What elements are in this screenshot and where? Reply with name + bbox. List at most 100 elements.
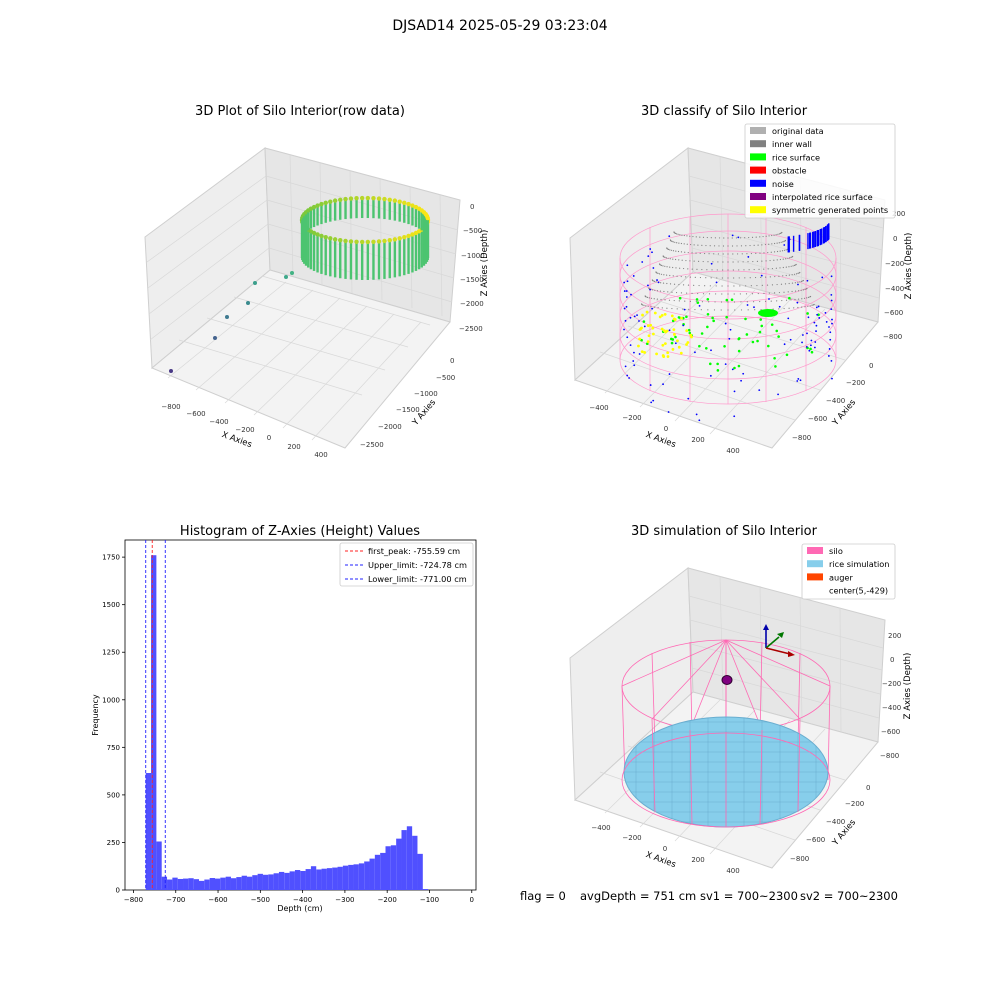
inner-wall-point xyxy=(768,243,770,245)
inner-wall-point xyxy=(741,253,743,255)
noise-point xyxy=(813,321,816,324)
inner-wall-point xyxy=(675,267,677,269)
histogram-bar xyxy=(268,874,274,890)
rice-surface-point xyxy=(671,338,675,341)
inner-wall-point xyxy=(791,274,793,276)
noise-point xyxy=(829,331,832,334)
symmetric-point xyxy=(662,355,666,358)
inner-wall-point xyxy=(778,275,780,277)
z-tick-label: −1500 xyxy=(460,276,484,284)
symmetric-point xyxy=(637,344,640,348)
y-tick-label: −400 xyxy=(826,397,845,405)
noise-point xyxy=(806,279,809,282)
inner-wall-point xyxy=(767,251,769,254)
simulation-y-tick-labels: 0 −200 −400 −600 −800 xyxy=(790,784,870,863)
noise-point xyxy=(647,255,650,258)
histogram-bar xyxy=(252,875,258,890)
inner-wall-point xyxy=(804,288,806,291)
inner-wall-point xyxy=(705,277,707,279)
histogram-bar xyxy=(246,876,253,890)
noise-point xyxy=(829,338,832,341)
inner-wall-point xyxy=(721,277,723,279)
inner-wall-point xyxy=(660,282,662,284)
inner-wall-point xyxy=(795,263,797,266)
inner-wall-point xyxy=(771,267,774,270)
raw-ring-point xyxy=(328,236,333,241)
inner-wall-point xyxy=(667,248,670,251)
inner-wall-point xyxy=(701,301,704,303)
classify-points xyxy=(623,223,833,422)
inner-wall-point xyxy=(648,297,650,299)
raw-ring-point xyxy=(397,199,402,204)
inner-wall-point xyxy=(751,236,754,238)
histogram-bar xyxy=(172,877,178,890)
inner-wall-point xyxy=(671,240,673,243)
inner-wall-point xyxy=(778,233,780,235)
rice-surface-point xyxy=(774,365,777,368)
noise-point xyxy=(630,293,632,296)
inner-wall-point xyxy=(793,307,795,309)
inner-wall-point xyxy=(757,244,759,246)
inner-wall-point xyxy=(682,284,685,286)
inner-wall-point xyxy=(692,235,694,238)
inner-wall-point xyxy=(683,243,685,245)
inner-wall-point xyxy=(695,300,697,303)
rice-surface-point xyxy=(745,333,749,336)
inner-wall-point xyxy=(650,306,652,308)
y-tick-label: −2500 xyxy=(360,441,384,449)
legend-label: rice surface xyxy=(772,152,820,162)
inner-wall-point xyxy=(773,242,776,245)
inner-wall-point xyxy=(727,261,729,263)
inner-wall-point xyxy=(727,277,729,279)
noise-point xyxy=(746,304,749,306)
x-tick-label: −300 xyxy=(335,896,354,904)
inner-wall-point xyxy=(653,280,656,283)
histogram-bar xyxy=(396,838,402,890)
rice-surface-point xyxy=(708,362,712,366)
classify-plot-title: 3D classify of Silo Interior xyxy=(640,104,808,119)
inner-wall-point xyxy=(776,242,778,244)
raw-ring-point xyxy=(315,203,320,208)
inner-wall-point xyxy=(720,301,723,303)
inner-wall-point xyxy=(797,298,800,300)
inner-wall-point xyxy=(793,264,796,267)
inner-wall-point xyxy=(693,244,695,246)
raw-ring-point xyxy=(311,204,317,210)
inner-wall-point xyxy=(698,284,700,287)
inner-wall-point xyxy=(686,235,688,237)
histogram-bar xyxy=(342,865,349,890)
inner-wall-point xyxy=(788,282,790,285)
inner-wall-point xyxy=(811,304,813,307)
noise-point xyxy=(805,345,808,348)
inner-wall-point xyxy=(712,261,714,263)
z-tick-label: −200 xyxy=(885,260,904,268)
noise-point xyxy=(760,274,763,277)
inner-wall-point xyxy=(788,266,790,268)
noise-point xyxy=(623,290,626,292)
inner-wall-point xyxy=(759,252,761,254)
symmetric-point xyxy=(653,311,657,315)
raw-outlier-points xyxy=(169,271,294,373)
inner-wall-point xyxy=(685,259,687,262)
inner-wall-point xyxy=(782,266,784,269)
inner-wall-point xyxy=(675,250,677,252)
symmetric-point xyxy=(670,314,674,318)
inner-wall-point xyxy=(689,235,691,237)
inner-wall-point xyxy=(738,277,740,279)
noise-point xyxy=(814,341,817,343)
inner-wall-point xyxy=(732,253,734,255)
noise-point xyxy=(667,411,670,413)
inner-wall-point xyxy=(727,245,729,247)
z-tick-label: −500 xyxy=(463,227,482,235)
inner-wall-point xyxy=(764,300,767,302)
inner-wall-point xyxy=(677,233,679,235)
inner-wall-point xyxy=(785,258,787,260)
noise-point xyxy=(778,305,781,308)
inner-wall-point xyxy=(740,237,742,239)
inner-wall-point xyxy=(656,298,659,300)
inner-wall-point xyxy=(744,237,746,239)
histogram-title: Histogram of Z-Axies (Height) Values xyxy=(179,524,421,539)
noise-point xyxy=(828,326,830,328)
legend-label: obstacle xyxy=(772,166,807,176)
